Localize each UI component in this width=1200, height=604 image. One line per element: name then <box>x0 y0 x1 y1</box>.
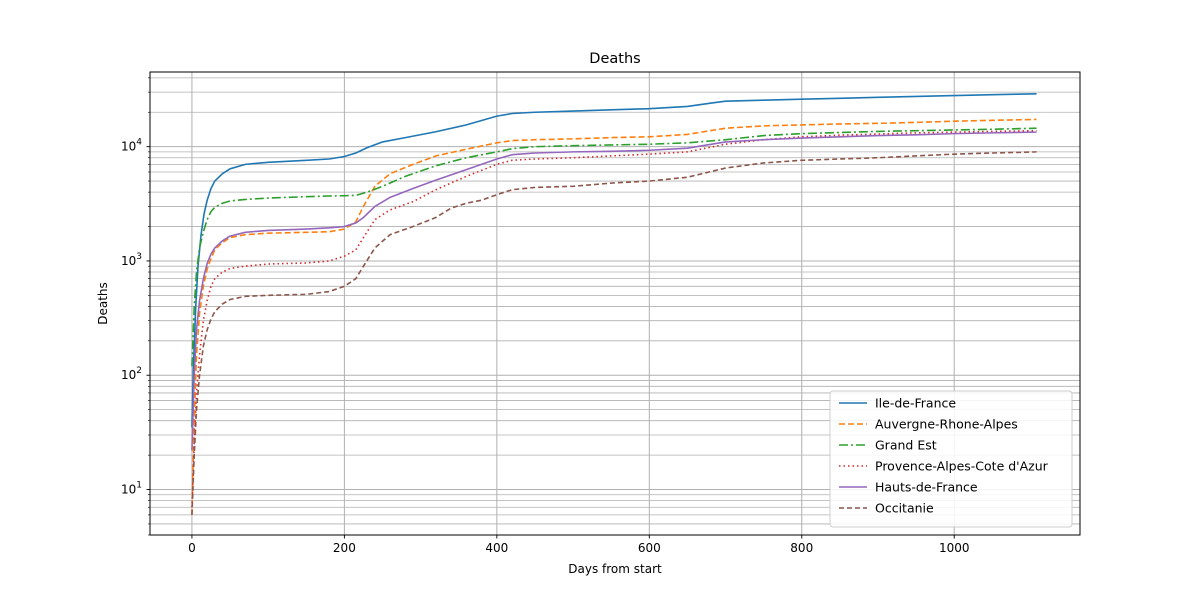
legend-label-6: Occitanie <box>875 501 934 516</box>
chart-title: Deaths <box>589 51 640 67</box>
y-axis-label: Deaths <box>96 282 110 325</box>
legend-label-5: Hauts-de-France <box>875 480 978 495</box>
legend-label-1: Ile-de-France <box>875 396 956 411</box>
legend-label-4: Provence-Alpes-Cote d'Azur <box>875 459 1049 474</box>
x-tick-label: 800 <box>790 541 813 555</box>
legend-label-3: Grand Est <box>875 438 937 453</box>
x-tick-label: 400 <box>485 541 508 555</box>
x-tick-label: 0 <box>188 541 196 555</box>
legend: Ile-de-France Auvergne-Rhone-Alpes Grand E… <box>830 391 1072 527</box>
x-tick-label: 200 <box>333 541 356 555</box>
legend-label-2: Auvergne-Rhone-Alpes <box>875 417 1018 432</box>
x-tick-label: 600 <box>638 541 661 555</box>
x-tick-label: 1000 <box>939 541 970 555</box>
x-axis-label: Days from start <box>568 562 662 576</box>
